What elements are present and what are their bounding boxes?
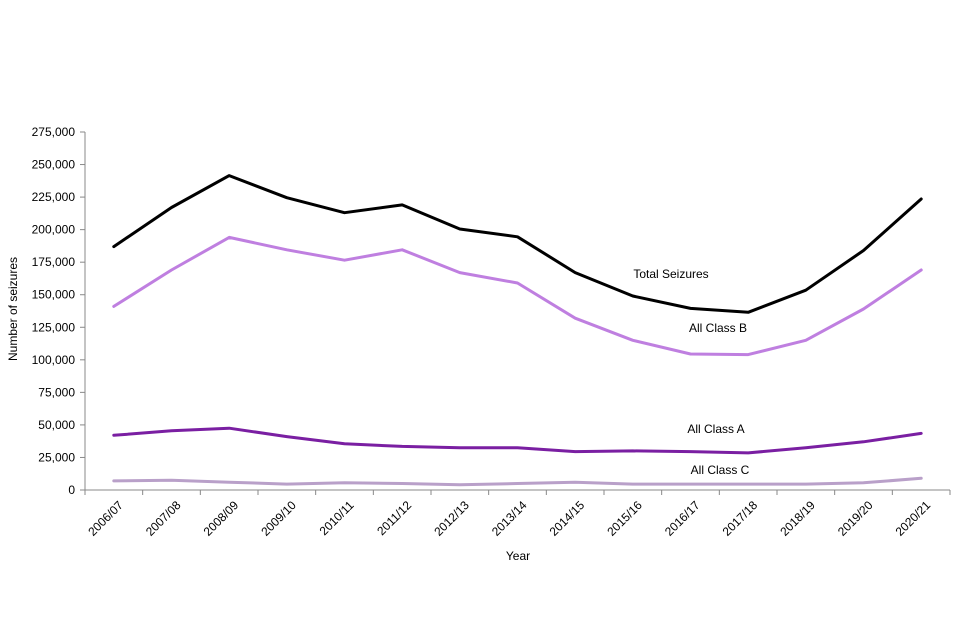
x-tick-label: 2012/13 xyxy=(431,498,472,539)
x-tick-label: 2006/07 xyxy=(85,498,126,539)
x-tick-label: 2011/12 xyxy=(374,498,414,538)
x-tick-label: 2010/11 xyxy=(317,498,357,538)
y-tick-label: 250,000 xyxy=(32,158,76,172)
y-tick-label: 75,000 xyxy=(38,385,75,399)
y-tick-label: 225,000 xyxy=(32,190,76,204)
y-axis-title: Number of seizures xyxy=(6,257,20,361)
y-tick-label: 175,000 xyxy=(32,255,76,269)
y-tick-label: 50,000 xyxy=(38,418,75,432)
series-label-total-seizures: Total Seizures xyxy=(633,267,708,281)
series-label-all-class-b: All Class B xyxy=(689,321,747,335)
y-tick-label: 25,000 xyxy=(38,450,75,464)
x-axis: 2006/07 2007/08 2008/09 2009/10 2010/11 2011/… xyxy=(84,489,951,539)
series-line-total-seizures xyxy=(112,174,923,314)
y-tick-label: 150,000 xyxy=(32,288,76,302)
x-tick-label: 2017/18 xyxy=(720,498,761,539)
series-label-all-class-c: All Class C xyxy=(691,463,750,477)
y-tick-label: 275,000 xyxy=(32,125,76,139)
series-line-all-class-c xyxy=(112,476,923,487)
series-line-all-class-a xyxy=(112,426,923,455)
y-tick-label: 100,000 xyxy=(32,353,76,367)
x-tick-label: 2020/21 xyxy=(893,498,934,539)
y-tick-label: 0 xyxy=(68,483,75,497)
series-label-all-class-a: All Class A xyxy=(687,422,744,436)
x-tick-label: 2018/19 xyxy=(777,498,818,539)
x-tick-label: 2014/15 xyxy=(547,498,588,539)
y-axis: 0 25,000 50,000 75,000 100,000 125,000 150,000… xyxy=(32,125,86,497)
y-tick-label: 125,000 xyxy=(32,320,76,334)
series-lines xyxy=(112,174,923,487)
x-tick-label: 2016/17 xyxy=(662,498,703,539)
x-tick-label: 2019/20 xyxy=(835,498,876,539)
x-tick-label: 2009/10 xyxy=(258,498,299,539)
x-tick-label: 2008/09 xyxy=(201,498,242,539)
y-tick-label: 200,000 xyxy=(32,223,76,237)
series-line-all-class-b xyxy=(112,235,923,357)
x-tick-label: 2015/16 xyxy=(604,498,645,539)
x-axis-title: Year xyxy=(506,549,530,563)
x-tick-label: 2007/08 xyxy=(143,498,184,539)
x-tick-label: 2013/14 xyxy=(489,498,530,539)
